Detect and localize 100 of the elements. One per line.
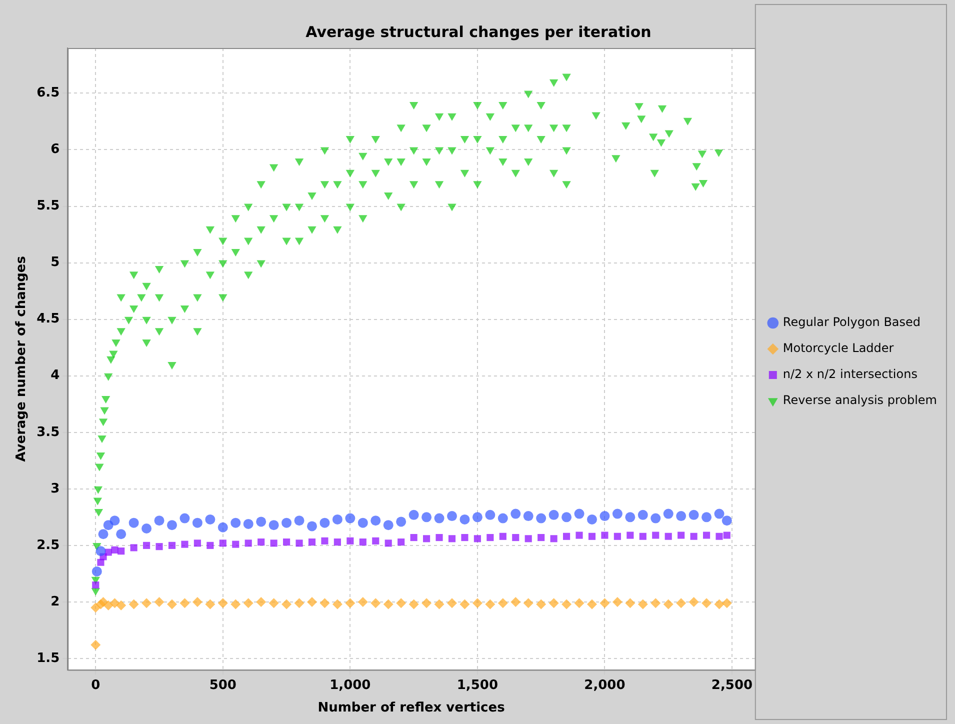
- point: [116, 529, 126, 540]
- point: [370, 598, 381, 608]
- point: [321, 537, 328, 544]
- point: [716, 532, 723, 540]
- point: [345, 598, 356, 608]
- legend-label: Regular Polygon Based: [782, 315, 921, 330]
- point: [690, 532, 698, 540]
- point: [118, 548, 125, 555]
- point: [586, 599, 597, 610]
- point: [625, 512, 636, 522]
- point: [332, 599, 342, 610]
- point: [562, 599, 572, 610]
- point: [652, 532, 660, 539]
- point: [538, 534, 545, 542]
- point: [446, 511, 457, 522]
- point: [370, 516, 381, 526]
- point: [601, 532, 608, 539]
- point: [600, 511, 610, 522]
- point: [142, 598, 152, 608]
- point: [92, 566, 102, 576]
- point: [334, 538, 341, 546]
- point: [92, 581, 100, 589]
- point: [663, 599, 674, 610]
- point: [510, 508, 521, 519]
- point: [523, 598, 534, 608]
- point: [383, 520, 394, 530]
- point: [650, 598, 661, 608]
- point: [306, 521, 317, 532]
- point: [154, 516, 164, 526]
- point: [294, 516, 304, 526]
- x-tick-label: 1,500: [456, 678, 498, 693]
- y-tick-label: 3: [50, 481, 60, 496]
- point: [294, 598, 304, 608]
- point: [398, 538, 405, 546]
- point: [434, 513, 444, 524]
- point: [218, 522, 228, 532]
- point: [166, 599, 177, 610]
- point: [110, 598, 120, 608]
- point: [181, 540, 188, 548]
- point: [626, 532, 634, 539]
- point: [702, 512, 712, 522]
- point: [268, 598, 279, 608]
- point: [282, 518, 292, 528]
- point: [676, 598, 686, 608]
- point: [638, 599, 648, 610]
- x-tick-label: 500: [209, 678, 236, 693]
- point: [548, 598, 559, 608]
- point: [676, 511, 686, 522]
- point: [332, 514, 342, 524]
- point: [243, 598, 254, 608]
- point: [703, 532, 710, 539]
- point: [256, 596, 266, 607]
- point: [232, 540, 240, 548]
- chart-title: Average structural changes per iteration: [306, 22, 652, 41]
- y-tick-label: 6.5: [36, 86, 60, 101]
- point: [219, 540, 226, 547]
- point: [563, 532, 570, 540]
- point: [723, 532, 730, 539]
- point: [460, 599, 470, 610]
- y-tick-label: 2.5: [36, 538, 60, 553]
- point: [218, 598, 228, 608]
- point: [270, 540, 278, 547]
- point: [320, 598, 330, 608]
- point: [702, 598, 712, 608]
- y-axis-title: Average number of changes: [14, 256, 30, 462]
- y-tick-label: 5: [50, 255, 60, 270]
- x-tick-label: 0: [91, 678, 100, 693]
- point: [244, 540, 252, 547]
- point: [485, 599, 496, 610]
- x-tick-label: 2,000: [584, 678, 626, 693]
- point: [586, 514, 597, 524]
- point: [396, 598, 406, 608]
- point: [243, 518, 254, 529]
- point: [230, 599, 241, 610]
- point: [498, 513, 508, 524]
- point: [446, 598, 457, 608]
- x-axis-title: Number of reflex vertices: [318, 700, 506, 716]
- point: [510, 596, 521, 607]
- point: [96, 546, 106, 556]
- point: [574, 598, 584, 608]
- point: [436, 534, 443, 542]
- y-tick-label: 3.5: [36, 424, 60, 440]
- point: [625, 598, 636, 608]
- point: [410, 534, 418, 542]
- point: [664, 532, 672, 540]
- x-tick-label: 1,000: [330, 678, 371, 693]
- point: [474, 535, 481, 542]
- point: [110, 516, 120, 526]
- point: [550, 535, 558, 542]
- point: [461, 534, 468, 542]
- point: [98, 529, 108, 540]
- point: [422, 512, 432, 522]
- point: [268, 520, 279, 530]
- point: [486, 534, 494, 542]
- point: [408, 510, 419, 520]
- point: [142, 523, 152, 534]
- point: [714, 599, 724, 610]
- point: [498, 598, 508, 608]
- point: [396, 516, 406, 527]
- point: [536, 599, 546, 610]
